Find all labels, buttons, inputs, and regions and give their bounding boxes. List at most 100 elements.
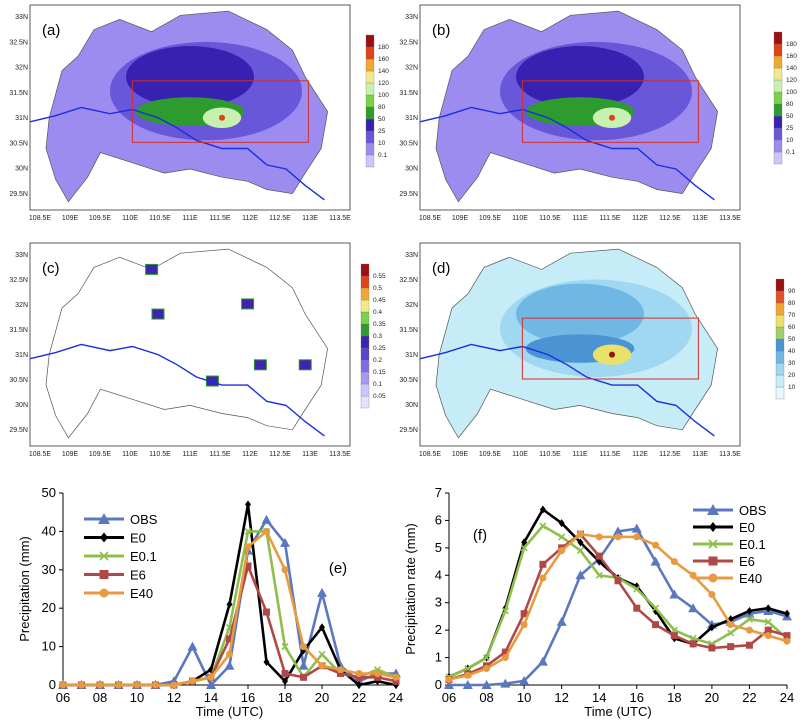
data-point <box>462 680 473 689</box>
colorbar-swatch <box>773 55 783 69</box>
legend-item: E0.1 <box>84 549 157 564</box>
x-tick-label: 10 <box>517 690 531 705</box>
data-point <box>282 677 288 686</box>
x-tick-label: 16 <box>241 690 255 705</box>
lat-tick-label: 30.5N <box>9 377 28 384</box>
legend-item: E40 <box>693 571 762 586</box>
lat-tick-label: 31.5N <box>9 90 28 97</box>
map-panel-b: (b) 33N 32.5N 32N 31.5N 31N 30.5N 30N 29.5N 108.5… <box>399 4 797 222</box>
data-point <box>226 600 233 609</box>
data-point <box>392 677 400 685</box>
colorbar-tick-label: 0.1 <box>373 381 382 388</box>
data-point <box>281 566 289 574</box>
lon-tick-label: 109E <box>452 215 469 222</box>
colorbar-swatch <box>775 374 785 388</box>
x-tick-label: 12 <box>167 690 181 705</box>
colorbar-swatch <box>365 142 375 156</box>
colorbar-tick-label: 80 <box>786 101 794 108</box>
data-point <box>78 681 85 689</box>
data-point <box>501 607 509 615</box>
x-tick-label: 20 <box>315 690 329 705</box>
lat-tick-label: 30.5N <box>9 140 28 147</box>
precip-cell <box>241 298 255 310</box>
data-point <box>244 562 252 570</box>
x-tick-label: 06 <box>442 690 456 705</box>
colorbar-tick-label: 20 <box>788 372 796 379</box>
data-point <box>727 629 735 637</box>
legend-label: E6 <box>130 568 146 583</box>
data-point <box>558 519 565 528</box>
lon-tick-label: 111E <box>182 215 198 222</box>
colorbar-tick-label: 40 <box>788 348 796 355</box>
data-point <box>224 660 235 670</box>
data-point <box>709 522 717 532</box>
data-point <box>520 621 528 629</box>
colorbar-swatch <box>365 106 375 120</box>
legend: OBS E0 E0.1 E6 E40 <box>84 512 158 601</box>
data-point <box>539 505 546 514</box>
data-point <box>207 673 215 681</box>
precip-band <box>516 46 644 108</box>
colorbar-swatch <box>773 31 783 45</box>
lat-tick-label: 30N <box>15 402 28 409</box>
legend-label: E0.1 <box>739 537 766 552</box>
precip-band <box>516 283 644 345</box>
colorbar-tick-label: 0.1 <box>378 152 387 159</box>
data-point <box>300 673 307 681</box>
lon-tick-label: 112.5E <box>659 215 681 222</box>
data-point <box>707 504 719 515</box>
map-panel-c: (c) 33N 32.5N 32N 31.5N 31N 30.5N 30N 29.5N 108.5… <box>9 242 386 458</box>
data-point <box>115 681 122 689</box>
data-point <box>688 603 699 613</box>
legend-label: E6 <box>739 554 755 569</box>
lat-tick-label: 31N <box>405 115 418 122</box>
data-point <box>445 676 453 684</box>
precip-cell <box>205 375 219 387</box>
x-tick-label: 14 <box>592 690 606 705</box>
colorbar-tick-label: 0.25 <box>373 345 386 352</box>
precip-cell <box>145 263 159 275</box>
legend-label: E0 <box>739 520 755 535</box>
lon-tick-label: 108.5E <box>29 215 52 222</box>
lon-tick-label: 112.5E <box>269 451 291 458</box>
lat-tick-label: 29.5N <box>399 191 418 198</box>
colorbar-tick-label: 70 <box>788 312 796 319</box>
legend-label: E0.1 <box>130 549 157 564</box>
legend-item: E6 <box>84 568 146 583</box>
data-point <box>99 588 109 598</box>
colorbar-swatch <box>360 395 370 409</box>
data-point <box>337 669 344 677</box>
x-tick-label: 16 <box>630 690 644 705</box>
data-point <box>614 577 622 585</box>
study-box <box>131 80 309 143</box>
x-tick-label: 18 <box>667 690 681 705</box>
data-point <box>483 665 491 673</box>
lat-tick-label: 32N <box>405 65 418 72</box>
lat-tick-label: 30N <box>15 166 28 173</box>
colorbar-swatch <box>365 130 375 144</box>
lat-tick-label: 31.5N <box>399 90 418 97</box>
colorbar-tick-label: 30 <box>788 360 796 367</box>
lon-tick-label: 111E <box>572 451 588 458</box>
data-point <box>556 616 567 626</box>
data-point <box>558 533 566 541</box>
x-tick-label: 24 <box>389 690 403 705</box>
data-point <box>100 532 108 543</box>
data-point <box>576 530 584 538</box>
colorbar-swatch <box>365 70 375 84</box>
data-point <box>226 650 233 658</box>
colorbar-tick-label: 140 <box>378 68 389 75</box>
y-tick-label: 20 <box>42 600 56 615</box>
x-tick-label: 08 <box>93 690 107 705</box>
legend-label: OBS <box>130 512 158 527</box>
y-tick-label: 4 <box>435 567 442 582</box>
precip-max <box>219 114 225 121</box>
data-point <box>745 626 753 634</box>
data-point <box>539 574 547 582</box>
lon-tick-label: 113.5E <box>329 451 351 458</box>
lon-tick-label: 113E <box>692 215 708 222</box>
lat-tick-label: 33N <box>15 14 28 21</box>
colorbar-tick-label: 80 <box>378 104 386 111</box>
x-tick-label: 10 <box>130 690 144 705</box>
legend-label: E0 <box>130 531 146 546</box>
